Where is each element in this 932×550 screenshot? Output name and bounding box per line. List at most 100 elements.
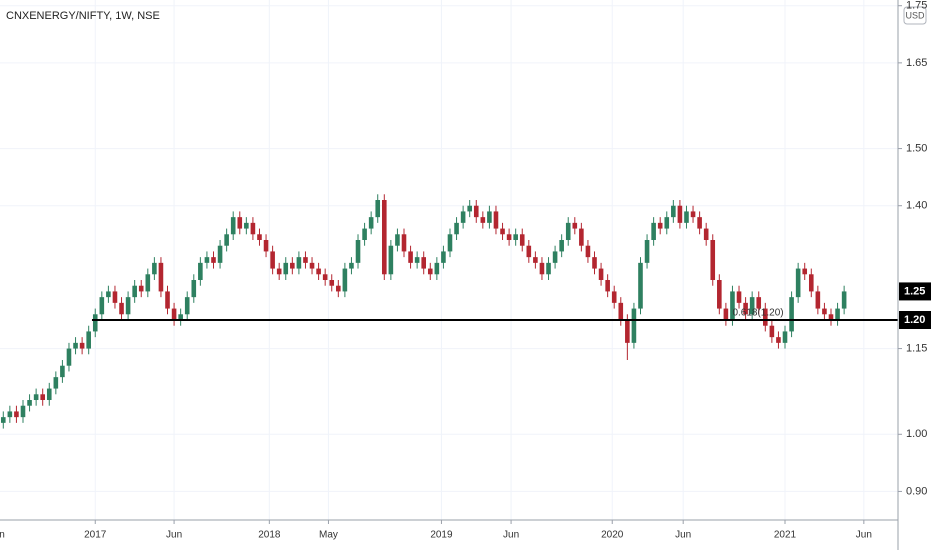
candle-body bbox=[165, 291, 170, 309]
candle-body bbox=[802, 268, 808, 275]
candle-body bbox=[46, 388, 52, 400]
candle-body bbox=[158, 262, 164, 292]
candle-body bbox=[381, 200, 387, 275]
level-price-box bbox=[899, 311, 931, 329]
candle-body bbox=[224, 234, 229, 246]
candle-body bbox=[657, 222, 663, 229]
candle-body bbox=[776, 337, 781, 343]
candle-body bbox=[473, 205, 479, 218]
candle-body bbox=[467, 205, 472, 212]
candle-body bbox=[697, 217, 702, 229]
candle-body bbox=[730, 291, 735, 320]
candle-body bbox=[552, 251, 558, 263]
candle-body bbox=[579, 228, 584, 246]
candle-body bbox=[533, 257, 538, 263]
candle-body bbox=[546, 262, 551, 275]
x-tick-label: 2020 bbox=[601, 530, 624, 541]
candle-body bbox=[20, 405, 26, 418]
y-tick-label: 1.65 bbox=[906, 57, 927, 69]
x-tick-label: 2019 bbox=[430, 530, 453, 541]
chart-title: CNXENERGY/NIFTY, 1W, NSE bbox=[6, 10, 160, 22]
x-tick-label: 2018 bbox=[258, 530, 281, 541]
level-annotation: 0.618(1.20) bbox=[732, 308, 783, 319]
candle-body bbox=[86, 331, 91, 349]
candle-body bbox=[198, 262, 203, 280]
x-tick-label: Jun bbox=[675, 530, 691, 541]
y-tick-label: 0.90 bbox=[906, 485, 927, 497]
candle-body bbox=[342, 268, 348, 292]
plot: 0.618(1.20) bbox=[0, 194, 898, 429]
x-tick-label: May bbox=[319, 530, 338, 541]
candle-body bbox=[611, 291, 617, 303]
candle-body bbox=[756, 297, 762, 309]
candle-body bbox=[789, 297, 794, 332]
candle-body bbox=[0, 417, 6, 423]
candle-body bbox=[736, 291, 742, 303]
candle-body bbox=[125, 297, 131, 315]
x-tick-label: Jun bbox=[856, 530, 872, 541]
candle-body bbox=[782, 331, 788, 343]
candle-body bbox=[60, 365, 65, 378]
candle-body bbox=[250, 222, 256, 235]
candle-body bbox=[303, 257, 308, 263]
candle-body bbox=[355, 240, 361, 263]
candle-body bbox=[480, 217, 486, 223]
candle-body bbox=[828, 314, 834, 320]
candle-body bbox=[244, 222, 249, 229]
candle-body bbox=[73, 342, 78, 349]
candle-body bbox=[526, 245, 532, 258]
candle-body bbox=[388, 245, 394, 275]
candle-body bbox=[506, 234, 512, 240]
candle-body bbox=[7, 411, 13, 418]
candle-body bbox=[421, 257, 427, 269]
candle-body bbox=[191, 280, 197, 298]
candle-body bbox=[664, 217, 670, 229]
candle-body bbox=[841, 291, 847, 309]
currency-box[interactable] bbox=[903, 6, 927, 25]
x-tick-label: Jun bbox=[166, 530, 182, 541]
candle-body bbox=[296, 257, 302, 269]
candle-body bbox=[690, 211, 696, 218]
x-tick-label: Jun bbox=[503, 530, 519, 541]
candle-body bbox=[835, 308, 840, 320]
candle-body bbox=[132, 285, 137, 298]
candle-body bbox=[40, 394, 45, 400]
candle-body bbox=[145, 274, 151, 292]
candle-body bbox=[106, 291, 111, 298]
candle-body bbox=[460, 211, 466, 223]
candle-body bbox=[808, 274, 814, 292]
candle-body bbox=[33, 394, 39, 400]
currency: USD bbox=[905, 10, 925, 20]
x-tick-label: Jun bbox=[0, 530, 5, 541]
candle-body bbox=[585, 245, 591, 258]
candle-body bbox=[493, 211, 499, 229]
candle-body bbox=[598, 268, 604, 280]
candle-body bbox=[178, 314, 183, 320]
candle-body bbox=[625, 320, 630, 343]
candle-body bbox=[217, 245, 223, 263]
candle-body bbox=[427, 268, 433, 275]
candle-body bbox=[276, 268, 282, 275]
candle-body bbox=[112, 291, 118, 303]
candle-body bbox=[572, 222, 578, 229]
candle-body bbox=[230, 217, 236, 235]
candle-body bbox=[441, 251, 446, 263]
candle-body bbox=[309, 262, 315, 269]
candle-body bbox=[717, 280, 722, 309]
candle-body bbox=[763, 308, 768, 326]
last-price-box bbox=[899, 282, 931, 301]
candle-body bbox=[270, 251, 275, 269]
candle-body bbox=[743, 302, 748, 315]
candle-body bbox=[723, 308, 729, 320]
candle-body bbox=[138, 285, 144, 292]
candle-body bbox=[749, 297, 755, 315]
candle-body bbox=[822, 308, 827, 315]
candle-body bbox=[290, 262, 295, 269]
candle-body bbox=[263, 240, 269, 252]
candle-body bbox=[204, 257, 210, 263]
candle-body bbox=[447, 234, 453, 252]
candle-body bbox=[322, 274, 328, 280]
grid bbox=[0, 0, 898, 520]
